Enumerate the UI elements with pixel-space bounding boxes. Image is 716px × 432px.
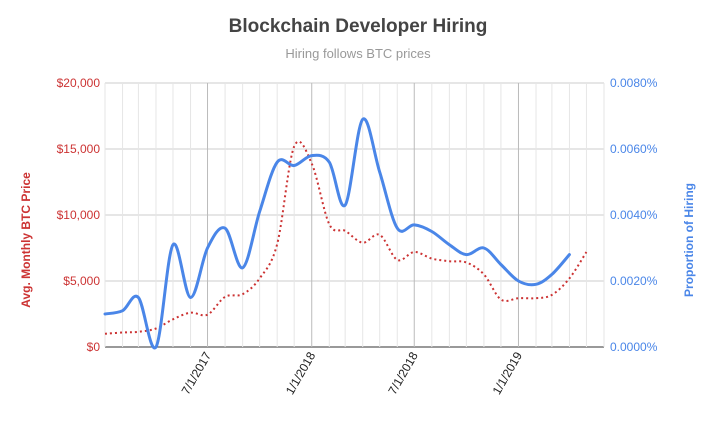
right-tick-label: 0.0020% <box>610 274 658 288</box>
chart-subtitle: Hiring follows BTC prices <box>285 46 431 61</box>
right-axis-label: Proportion of Hiring <box>682 183 696 297</box>
left-tick-label: $15,000 <box>57 142 101 156</box>
hiring-proportion-line <box>103 117 571 350</box>
right-axis-ticks: 0.0000% 0.0020% 0.0040% 0.0060% 0.0080% <box>610 76 658 354</box>
right-tick-label: 0.0000% <box>610 340 658 354</box>
left-tick-label: $0 <box>87 340 101 354</box>
right-tick-label: 0.0040% <box>610 208 658 222</box>
btc-price-line <box>104 140 588 335</box>
chart-title: Blockchain Developer Hiring <box>229 16 488 37</box>
x-tick-label: 7/1/2018 <box>385 349 421 397</box>
series-layer <box>103 117 588 350</box>
right-tick-label: 0.0060% <box>610 142 658 156</box>
left-tick-label: $10,000 <box>57 208 101 222</box>
x-tick-label: 1/1/2018 <box>283 349 319 397</box>
x-axis-ticks: 7/1/2017 1/1/2018 7/1/2018 1/1/2019 <box>179 349 526 397</box>
grid <box>104 82 605 348</box>
left-axis-ticks: $0 $5,000 $10,000 $15,000 $20,000 <box>57 76 101 354</box>
left-axis-label: Avg. Monthly BTC Price <box>19 172 33 308</box>
left-tick-label: $20,000 <box>57 76 101 90</box>
left-tick-label: $5,000 <box>63 274 100 288</box>
x-tick-label: 7/1/2017 <box>179 349 215 397</box>
right-tick-label: 0.0080% <box>610 76 658 90</box>
x-tick-label: 1/1/2019 <box>490 349 526 397</box>
